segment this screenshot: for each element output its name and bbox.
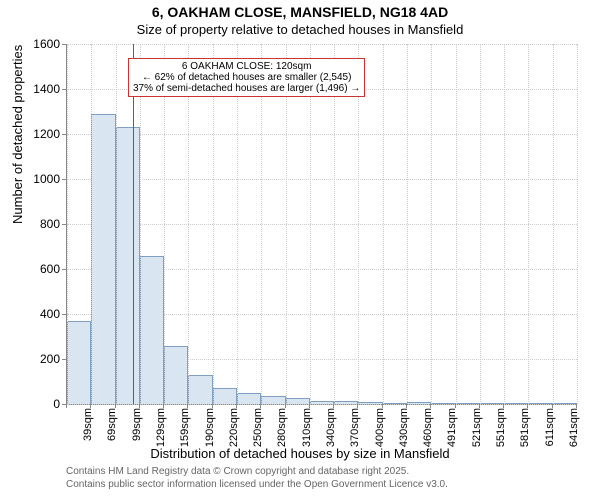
- chart-container: 6, OAKHAM CLOSE, MANSFIELD, NG18 4AD Siz…: [0, 0, 600, 500]
- histogram-bar: [504, 403, 528, 404]
- annotation-line3: 37% of semi-detached houses are larger (…: [133, 83, 360, 94]
- histogram-bar: [383, 403, 407, 404]
- histogram-bar: [334, 401, 358, 404]
- x-axis-label: Distribution of detached houses by size …: [0, 446, 600, 461]
- footer-line1: Contains HM Land Registry data © Crown c…: [66, 466, 409, 477]
- histogram-bar: [261, 396, 285, 404]
- footer-line2: Contains public sector information licen…: [66, 479, 448, 490]
- histogram-bar: [480, 403, 504, 404]
- histogram-bar: [431, 403, 455, 404]
- histogram-bar: [553, 403, 577, 404]
- chart-title-line2: Size of property relative to detached ho…: [0, 22, 600, 37]
- annotation-box: 6 OAKHAM CLOSE: 120sqm ← 62% of detached…: [128, 58, 365, 97]
- histogram-bar: [140, 256, 164, 405]
- histogram-bar: [91, 114, 115, 404]
- histogram-bar: [67, 321, 91, 404]
- y-tick-label: 200: [10, 352, 60, 366]
- y-tick-label: 600: [10, 262, 60, 276]
- histogram-bar: [286, 398, 310, 404]
- chart-title-line1: 6, OAKHAM CLOSE, MANSFIELD, NG18 4AD: [0, 4, 600, 20]
- histogram-bar: [407, 402, 431, 404]
- y-tick-label: 400: [10, 307, 60, 321]
- annotation-line1: 6 OAKHAM CLOSE: 120sqm: [133, 61, 360, 72]
- y-tick-label: 0: [10, 397, 60, 411]
- histogram-bar: [164, 346, 188, 405]
- histogram-bar: [528, 403, 552, 404]
- histogram-bar: [116, 127, 140, 404]
- histogram-bar: [237, 393, 261, 404]
- y-axis-label: Number of detached properties: [10, 45, 25, 224]
- histogram-bar: [213, 388, 237, 404]
- histogram-bar: [358, 402, 382, 404]
- annotation-line2: ← 62% of detached houses are smaller (2,…: [133, 72, 360, 83]
- histogram-bar: [188, 375, 212, 404]
- histogram-bar: [456, 403, 480, 404]
- marker-line: [133, 44, 134, 404]
- histogram-bar: [310, 401, 334, 404]
- plot-area: [66, 44, 577, 405]
